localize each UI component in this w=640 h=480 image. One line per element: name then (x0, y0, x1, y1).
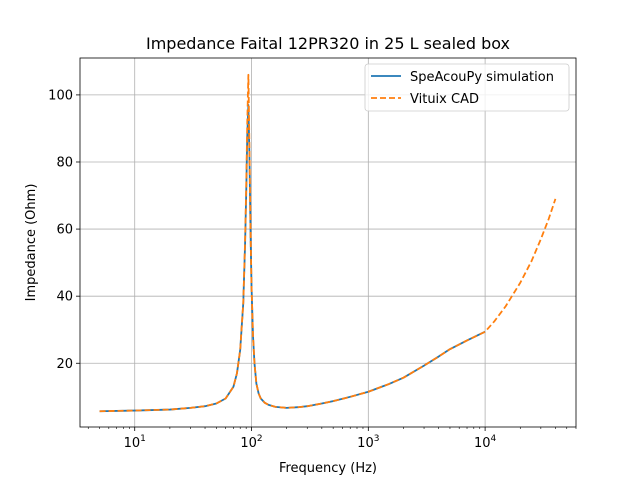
legend-box (364, 63, 570, 112)
y-tick-label: 100 (48, 88, 73, 103)
legend: SpeAcouPy simulation Vituix CAD (364, 63, 570, 112)
series-line-vituix (99, 73, 557, 413)
y-tick-label: 60 (56, 223, 73, 238)
x-axis-label: Frequency (Hz) (279, 461, 377, 476)
chart-title: Impedance Faital 12PR320 in 25 L sealed … (146, 34, 510, 53)
plot-frame (79, 57, 577, 428)
y-tick-label: 20 (56, 357, 73, 372)
y-tick-label: 40 (56, 290, 73, 305)
y-axis-ticks: 20 40 60 80 100 (48, 88, 80, 372)
legend-label-vituix: Vituix CAD (410, 92, 479, 107)
legend-label-speacoupy: SpeAcouPy simulation (410, 70, 554, 85)
y-tick-label: 80 (56, 155, 73, 170)
series-lines (99, 73, 557, 413)
y-axis-label: Impedance (Ohm) (24, 184, 39, 302)
